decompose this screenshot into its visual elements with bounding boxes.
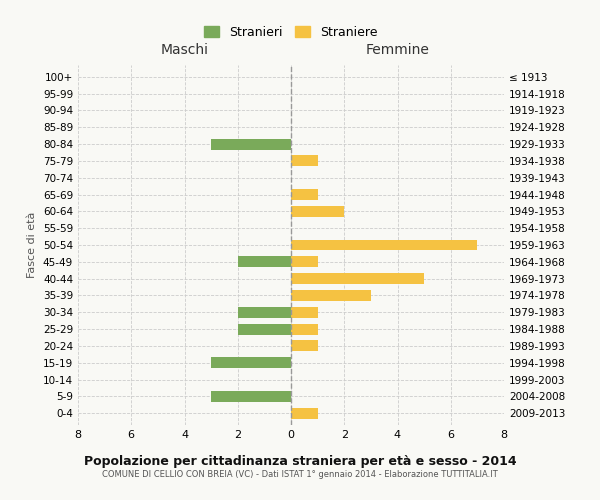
Bar (238, 307, 291, 318)
Bar (291, 273, 424, 284)
Bar (238, 256, 291, 268)
Bar (291, 340, 317, 351)
Bar (291, 206, 344, 217)
Text: Femmine: Femmine (365, 42, 430, 56)
Bar (291, 307, 317, 318)
Bar (291, 156, 317, 166)
Bar (238, 324, 291, 334)
Bar (291, 256, 317, 268)
Text: Maschi: Maschi (161, 42, 209, 56)
Y-axis label: Fasce di età: Fasce di età (28, 212, 37, 278)
Bar (291, 324, 317, 334)
Bar (291, 408, 317, 418)
Text: COMUNE DI CELLIO CON BREIA (VC) - Dati ISTAT 1° gennaio 2014 - Elaborazione TUTT: COMUNE DI CELLIO CON BREIA (VC) - Dati I… (102, 470, 498, 479)
Bar (291, 240, 478, 250)
Bar (211, 358, 291, 368)
Bar (291, 290, 371, 301)
Bar (291, 189, 317, 200)
Bar (211, 391, 291, 402)
Bar (211, 138, 291, 149)
Legend: Stranieri, Straniere: Stranieri, Straniere (199, 21, 383, 44)
Text: Popolazione per cittadinanza straniera per età e sesso - 2014: Popolazione per cittadinanza straniera p… (83, 455, 517, 468)
